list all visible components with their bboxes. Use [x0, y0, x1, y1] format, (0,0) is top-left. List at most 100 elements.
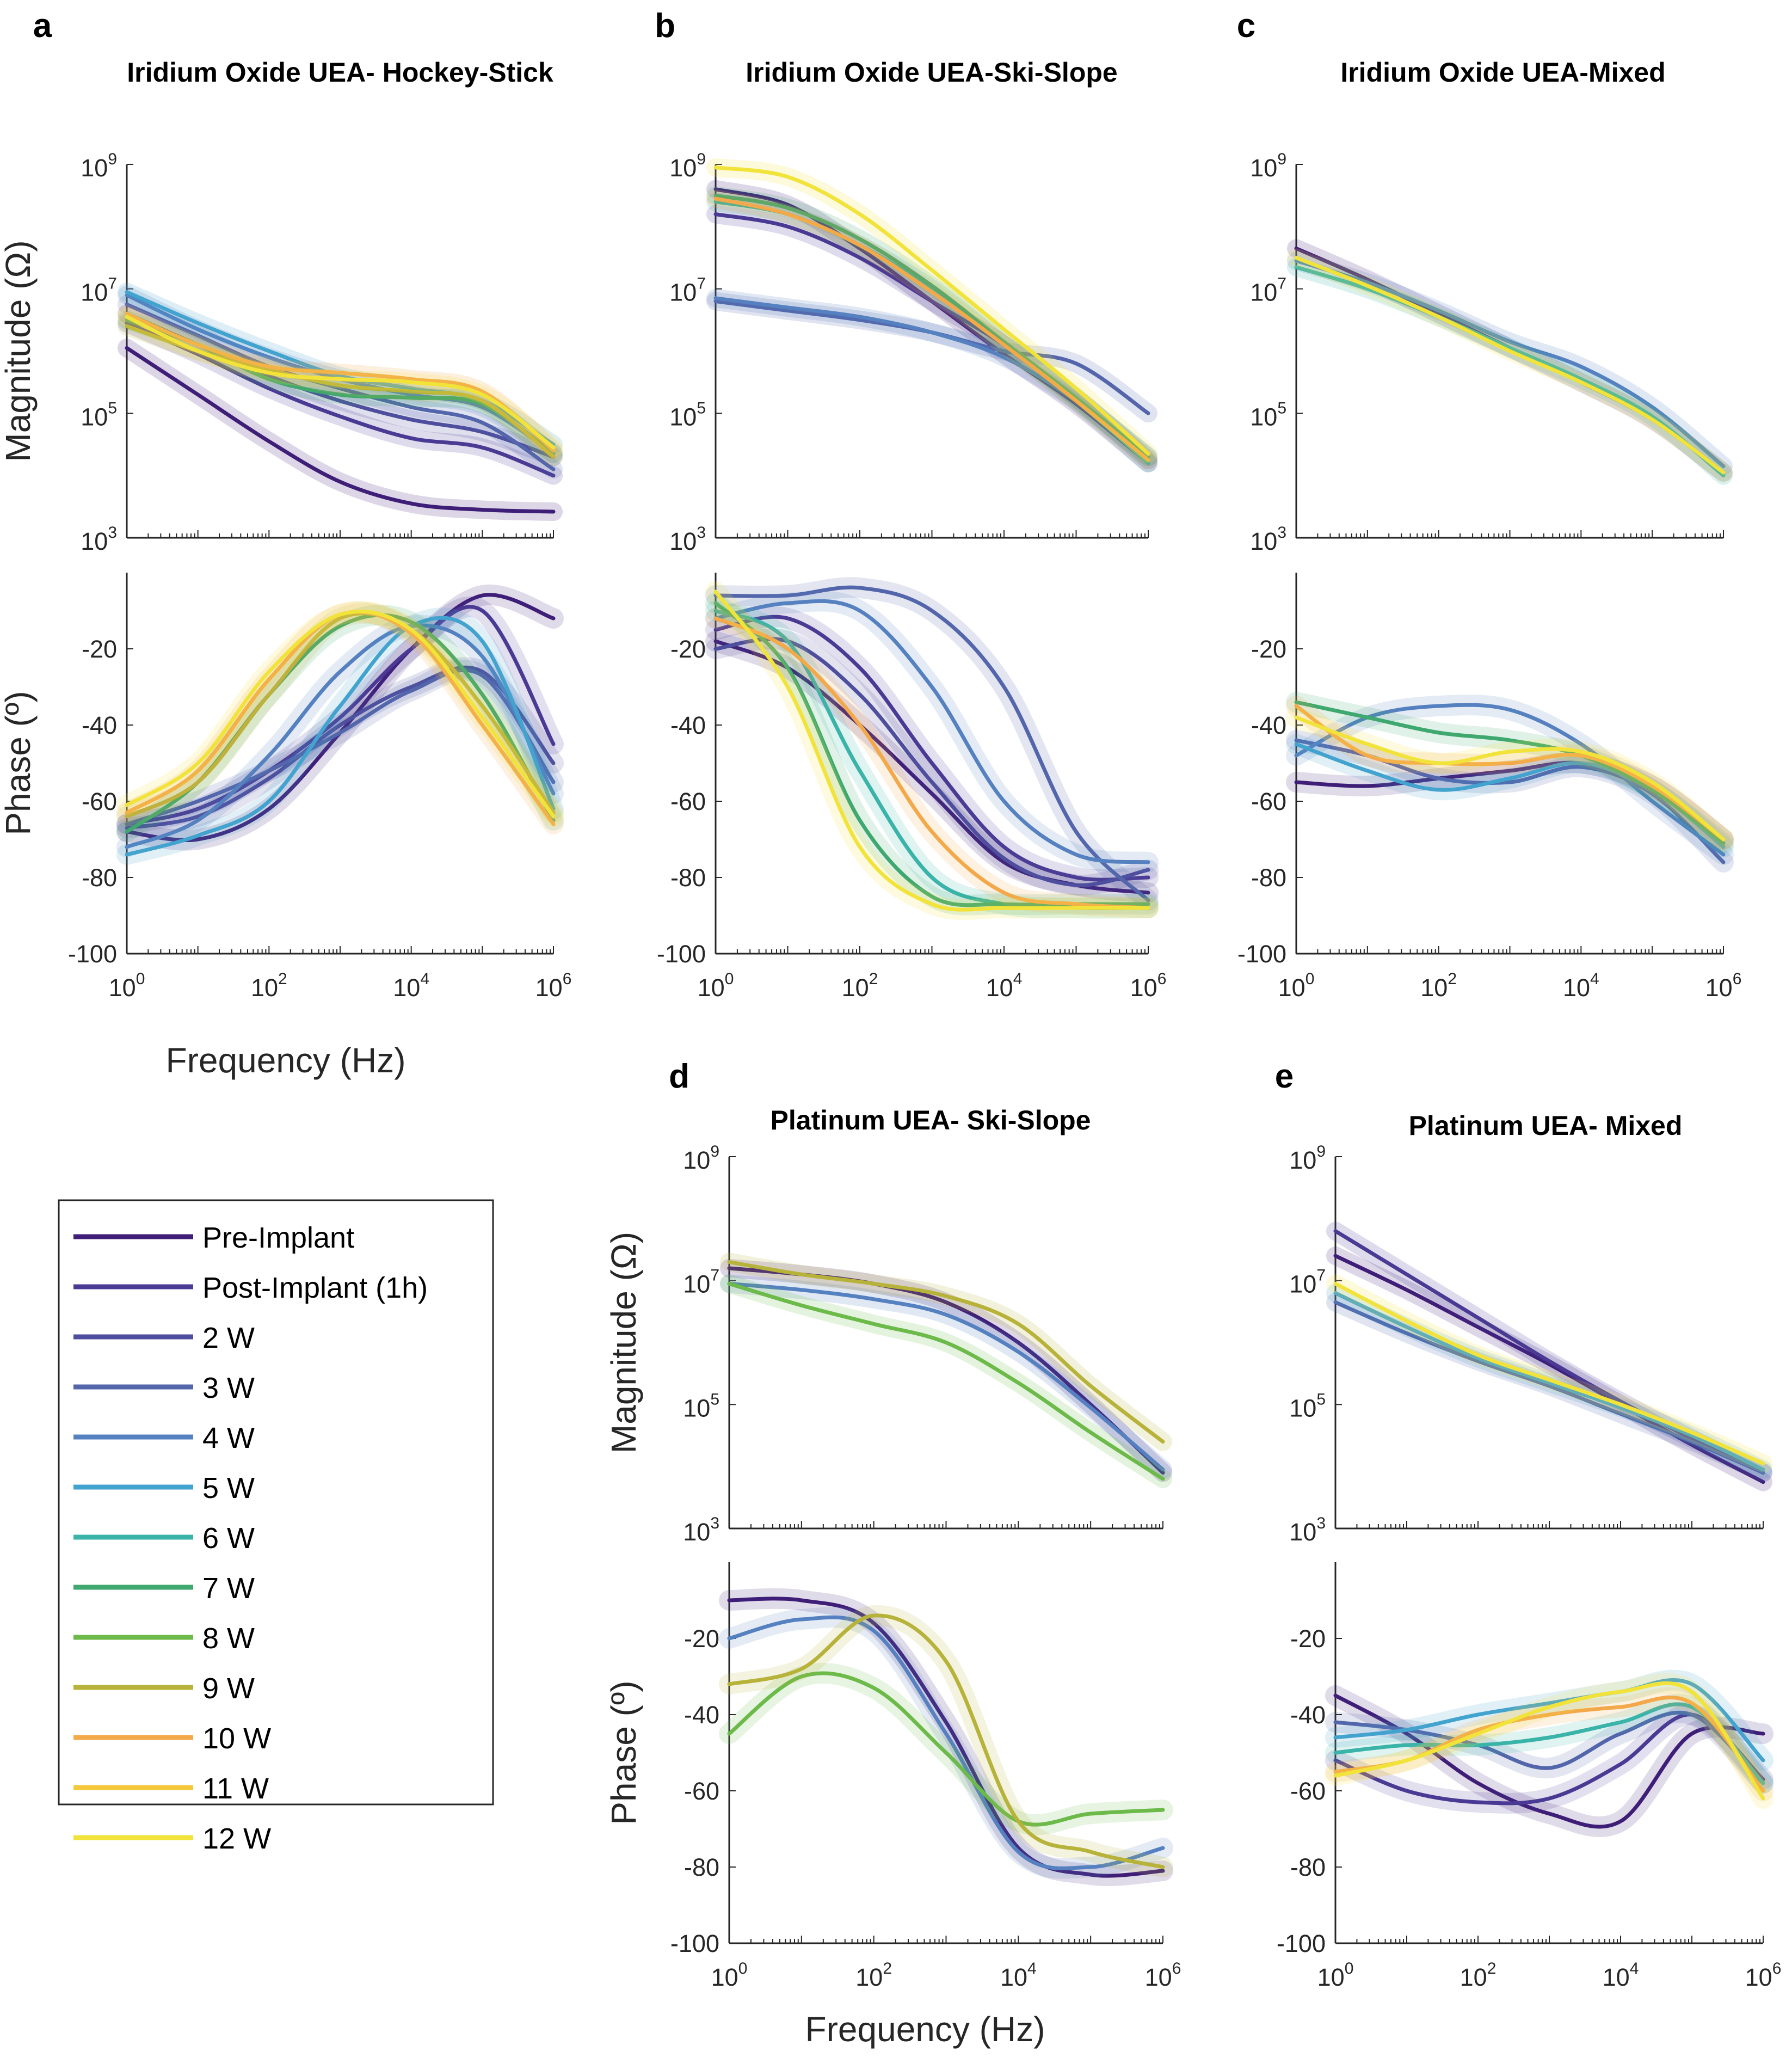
y-tick-label: -60	[684, 1777, 719, 1805]
x-tick-label: 100	[109, 970, 145, 1002]
x-tick-label: 106	[1745, 1960, 1782, 1991]
phase-plot-d: -100 -80 -60 -40 -20 100 102 104 106	[670, 1562, 1181, 1991]
phase-line-4-w	[713, 599, 1150, 864]
legend-label: 11 W	[202, 1772, 269, 1805]
legend-box	[58, 1199, 494, 1806]
phase-line-4-w	[727, 1615, 1165, 1870]
magnitude-line-12-w	[1294, 256, 1726, 475]
x-tick-label: 102	[855, 1960, 892, 1991]
y-tick-label: 105	[1289, 1390, 1326, 1422]
magnitude-line-4-w	[1294, 259, 1726, 468]
phase-line-12-w	[125, 610, 556, 819]
magnitude-band	[1287, 248, 1733, 482]
panel-label-a: a	[33, 7, 52, 45]
y-tick-label: 109	[669, 150, 706, 182]
y-tick-label: -40	[1290, 1701, 1326, 1729]
legend-label: 6 W	[202, 1522, 255, 1555]
legend-label: 9 W	[202, 1672, 255, 1705]
magnitude-line-6-w	[1294, 265, 1726, 478]
phase-plot-e: -100 -80 -60 -40 -20 100 102 104 106	[1277, 1562, 1781, 1991]
x-tick-label: 102	[1420, 970, 1457, 1002]
x-tick-label: 104	[986, 970, 1023, 1002]
magnitude-line-5-w	[1333, 1291, 1765, 1472]
y-tick-label: -20	[670, 635, 706, 663]
y-tick-label: -100	[1277, 1930, 1326, 1957]
magnitude-line-pre-implant	[1333, 1254, 1765, 1484]
magnitude-line-12-w	[125, 315, 556, 450]
phase-line-pre-implant	[727, 1597, 1165, 1878]
magnitude-line-3-w	[1333, 1300, 1765, 1475]
x-tick-label: 106	[535, 970, 572, 1002]
y-tick-label: -60	[82, 788, 117, 815]
y-tick-label: -80	[1251, 864, 1286, 892]
y-tick-label: 105	[1250, 399, 1286, 431]
panel-a: a Iridium Oxide UEA- Hockey-Stick 10310510…	[0, 7, 571, 1002]
y-tick-label: 107	[1250, 275, 1286, 306]
x-tick-label: 100	[1317, 1960, 1354, 1991]
magnitude-axis-label-a: Magnitude (Ω)	[0, 240, 38, 462]
y-tick-label: -100	[1237, 940, 1286, 968]
y-tick-label: -20	[684, 1625, 719, 1653]
phase-line-12-w	[1333, 1681, 1765, 1801]
magnitude-line-7-w	[713, 193, 1150, 459]
y-tick-label: -40	[670, 711, 706, 739]
phase-axis-label-a: Phase (º)	[0, 691, 38, 835]
panel-title-b: Iridium Oxide UEA-Ski-Slope	[746, 57, 1117, 88]
panel-c: c Iridium Oxide UEA-Mixed 103 105 107 109 -100…	[1237, 7, 1742, 1002]
panel-title-e: Platinum UEA- Mixed	[1409, 1110, 1683, 1141]
legend: Pre-Implant Post-Implant (1h) 2 W 3 W 4 W 5 W…	[58, 1199, 494, 1855]
y-tick-label: 109	[1289, 1143, 1326, 1174]
phase-line-3-w	[713, 585, 1150, 902]
legend-label: 3 W	[202, 1372, 255, 1404]
phase-band	[719, 1663, 1173, 1835]
y-tick-label: -80	[1290, 1853, 1326, 1881]
legend-label: 5 W	[202, 1472, 255, 1505]
x-tick-label: 106	[1130, 970, 1167, 1002]
phase-line-6-w	[1333, 1702, 1765, 1785]
magnitude-plot-d: 103 105 107 109	[683, 1143, 1172, 1546]
phase-line-9-w	[727, 1613, 1165, 1869]
x-tick-label: 106	[1705, 970, 1742, 1002]
y-tick-label: 107	[1289, 1267, 1326, 1298]
panel-d: d Platinum UEA- Ski-Slope 103 105 107 109 -100…	[604, 1058, 1181, 1991]
magnitude-band	[1287, 257, 1733, 485]
y-tick-label: -100	[670, 1930, 719, 1957]
x-tick-label: 104	[1563, 970, 1599, 1002]
magnitude-line-4-w	[727, 1281, 1165, 1472]
y-tick-label: 107	[683, 1267, 719, 1298]
x-tick-label: 102	[842, 970, 878, 1002]
magnitude-line-12-w	[713, 165, 1150, 456]
x-tick-label: 100	[698, 970, 734, 1002]
y-tick-label: -40	[82, 711, 117, 739]
magnitude-line-post-implant-1h-	[1333, 1229, 1765, 1475]
legend-label: 4 W	[202, 1422, 255, 1454]
y-tick-label: 103	[683, 1514, 719, 1546]
panel-title-c: Iridium Oxide UEA-Mixed	[1340, 57, 1665, 88]
legend-label: 8 W	[202, 1622, 255, 1655]
phase-line-10-w	[1294, 704, 1726, 842]
phase-line-10-w	[713, 616, 1150, 910]
panel-title-a: Iridium Oxide UEA- Hockey-Stick	[127, 57, 553, 88]
y-tick-label: 109	[683, 1143, 719, 1174]
phase-line-post-implant-1h-	[713, 615, 1150, 882]
x-tick-label: 106	[1145, 1960, 1181, 1991]
phase-line-12-w	[713, 590, 1150, 912]
y-tick-label: -40	[684, 1701, 719, 1729]
magnitude-line-pre-implant	[125, 346, 556, 514]
magnitude-plot-a: 103 105 107 109	[81, 150, 563, 555]
y-tick-label: -40	[1251, 711, 1286, 739]
phase-line-post-implant-1h-	[125, 605, 556, 826]
magnitude-line-3-w	[125, 302, 556, 471]
y-tick-label: -60	[1290, 1777, 1326, 1805]
phase-line-pre-implant	[1333, 1693, 1765, 1829]
y-tick-label: -20	[82, 635, 117, 663]
panel-label-d: d	[669, 1058, 689, 1095]
magnitude-plot-b: 103 105 107 109	[669, 150, 1157, 555]
y-tick-label: -100	[657, 940, 706, 968]
magnitude-line-10-w	[125, 311, 556, 453]
phase-line-5-w	[125, 616, 556, 857]
x-tick-label: 102	[251, 970, 287, 1002]
magnitude-plot-c: 103 105 107 109	[1250, 150, 1733, 555]
phase-line-9-w	[125, 611, 556, 819]
